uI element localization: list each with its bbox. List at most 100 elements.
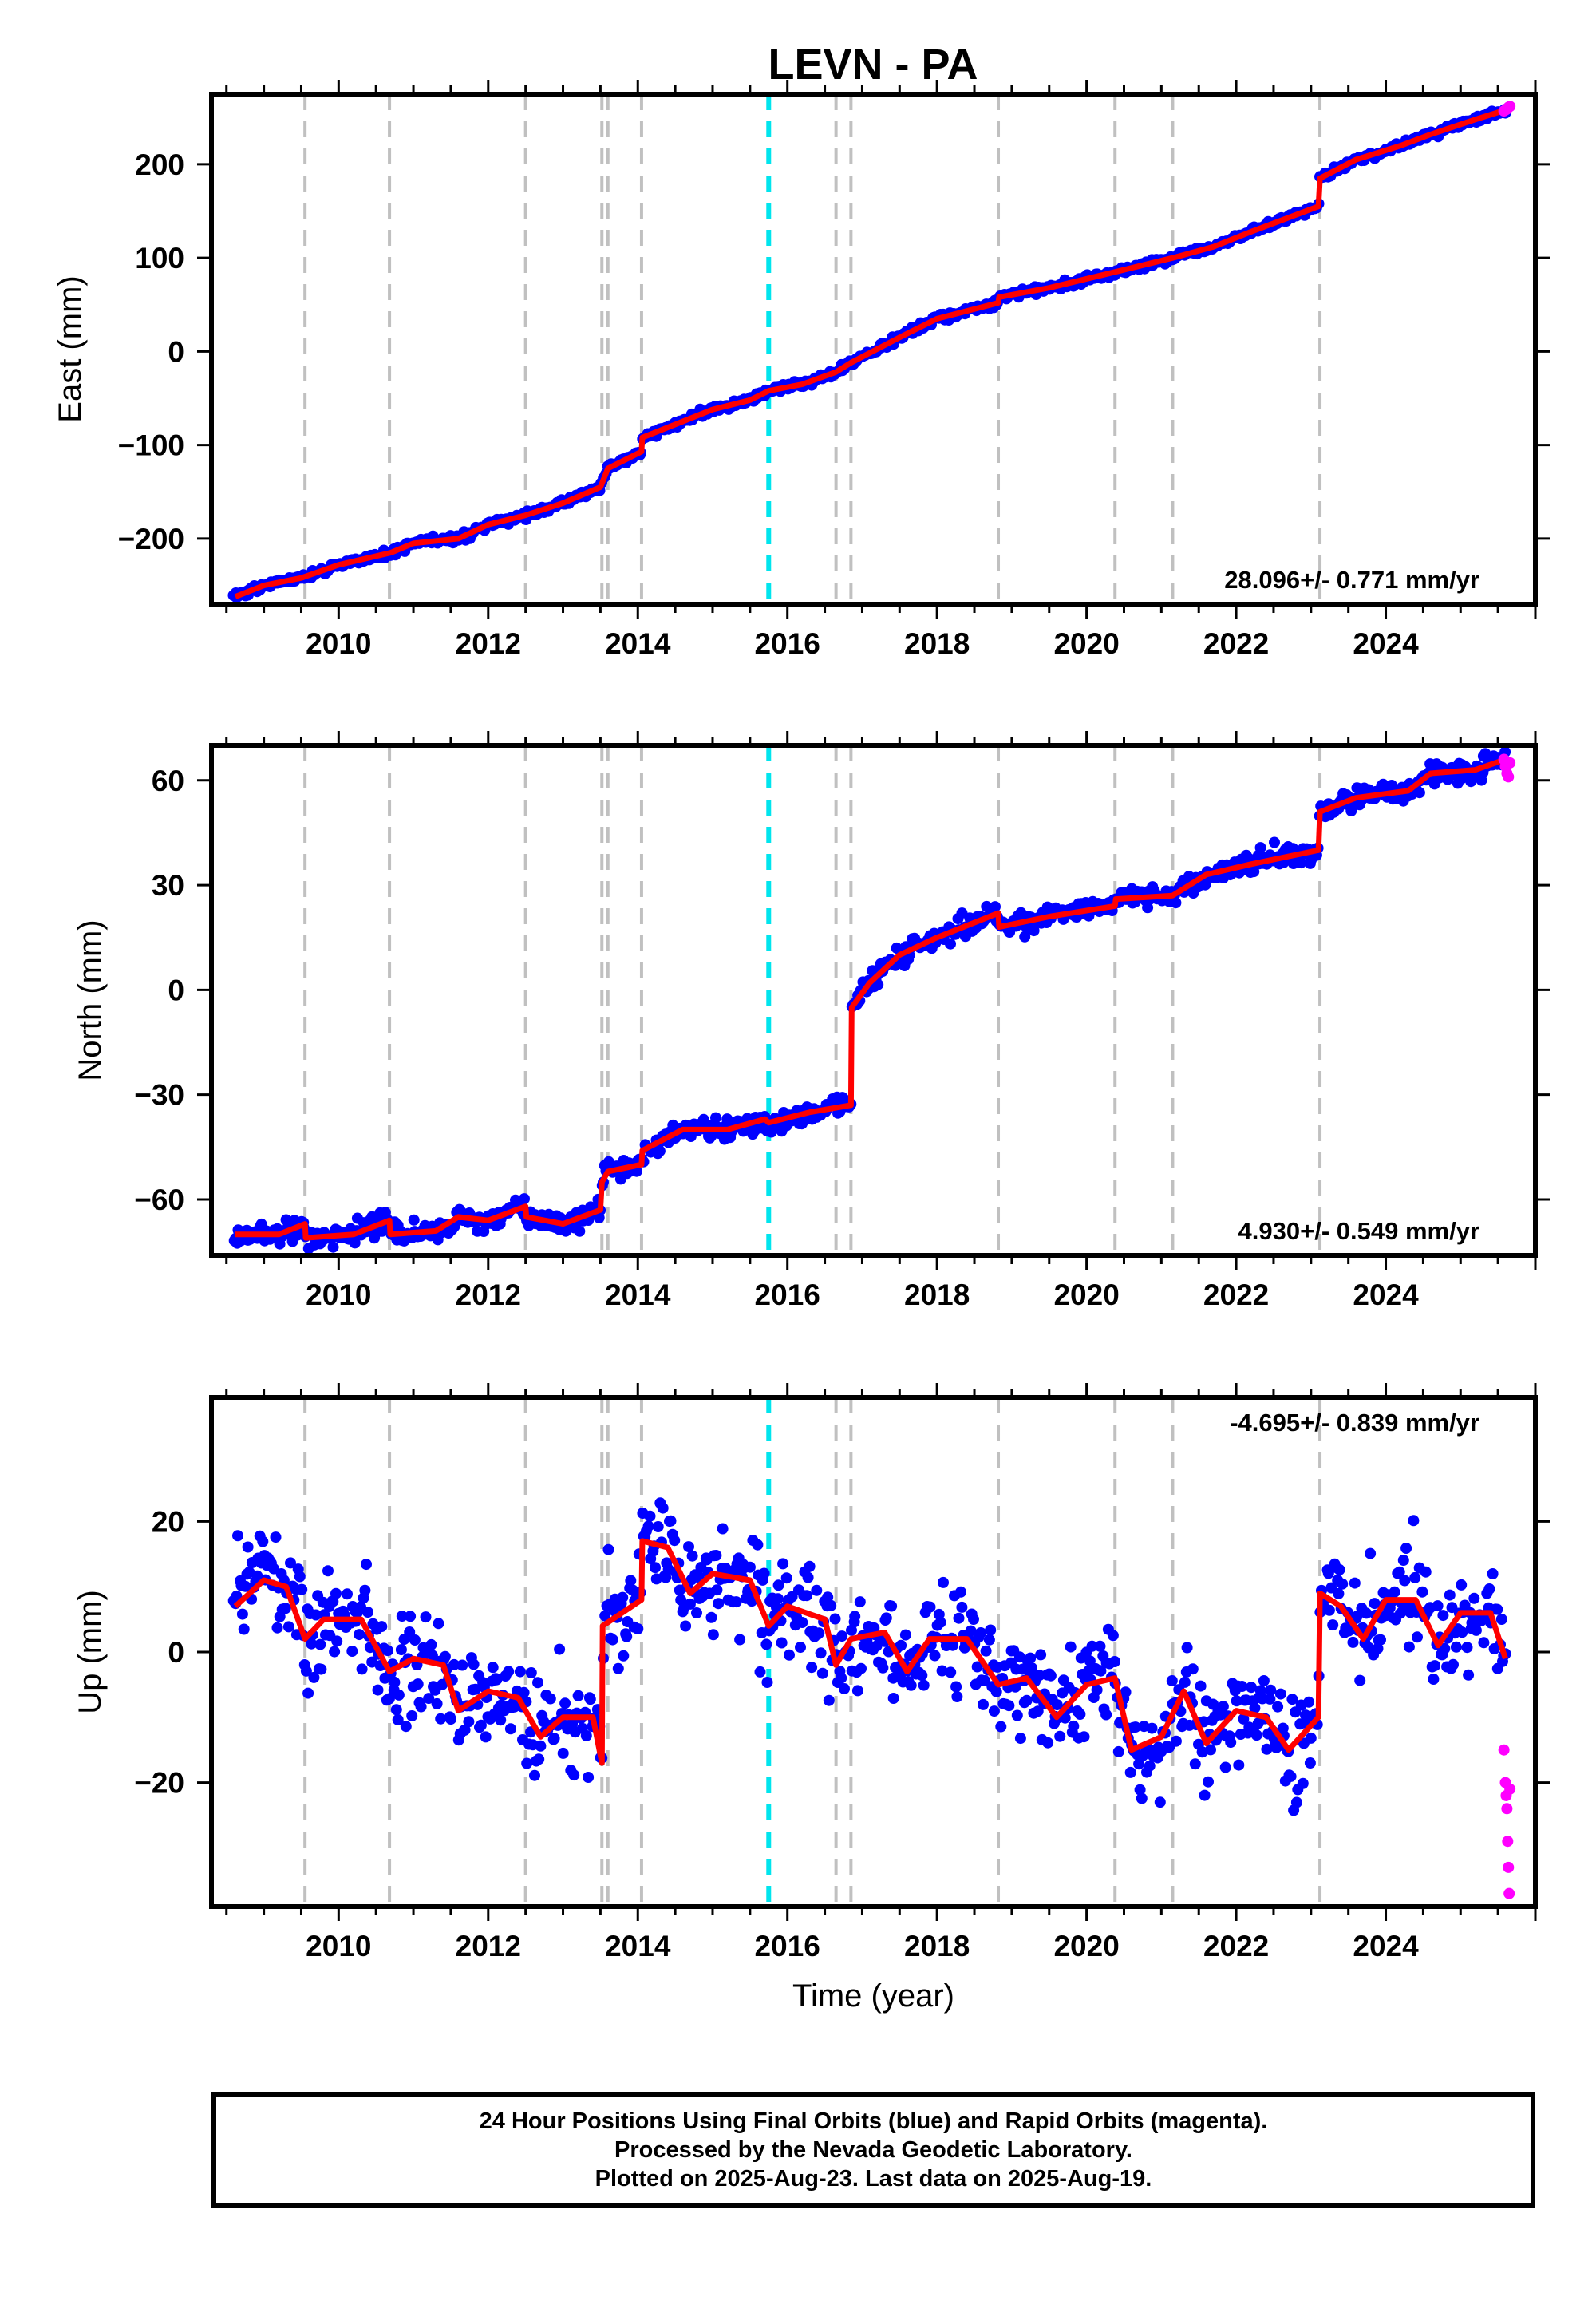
rapid-orbit-point (1503, 1861, 1515, 1873)
x-tick-label: 2018 (904, 627, 970, 660)
final-orbit-point (825, 1599, 837, 1611)
final-orbit-point (559, 1697, 571, 1709)
final-orbit-point (822, 1591, 834, 1603)
final-orbit-point (934, 1616, 946, 1628)
y-tick-label: 0 (168, 335, 184, 368)
final-orbit-point (1238, 1713, 1250, 1725)
final-orbit-point (1327, 1619, 1339, 1631)
rapid-orbit-point (1504, 101, 1516, 113)
final-orbit-point (1369, 1598, 1381, 1610)
final-orbit-point (951, 1691, 963, 1702)
final-orbit-point (349, 1237, 361, 1249)
final-orbit-point (1397, 1555, 1409, 1566)
final-orbit-point (554, 1643, 566, 1655)
y-tick-label: −200 (118, 523, 184, 555)
east-panel: 2010 2012 2014 2016 2018 2020 2022 2024 −200 −100… (53, 80, 1550, 660)
x-axis-label: Time (year) (792, 1978, 954, 2014)
final-orbit-point (760, 1638, 772, 1650)
final-orbit-point (1120, 1686, 1132, 1698)
final-orbit-point (1189, 1758, 1201, 1770)
final-orbit-point (1086, 1640, 1098, 1652)
final-orbit-point (342, 1588, 353, 1600)
final-orbit-point (1021, 1694, 1033, 1706)
final-orbit-point (1432, 1600, 1444, 1612)
y-axis-label: North (mm) (73, 919, 108, 1081)
final-orbit-point (503, 1666, 515, 1678)
final-orbit-point (330, 1587, 342, 1599)
final-orbit-point (1468, 1592, 1480, 1604)
final-orbit-point (968, 1614, 979, 1625)
final-orbit-point (382, 1645, 393, 1657)
final-orbit-point (771, 1602, 782, 1614)
final-orbit-point (811, 1584, 823, 1596)
final-orbit-point (953, 1612, 965, 1624)
final-orbit-point (1205, 1744, 1216, 1756)
final-orbit-point (985, 1624, 997, 1636)
final-orbit-point (279, 1603, 291, 1614)
final-orbit-point (487, 1662, 499, 1674)
final-orbit-point (1375, 1634, 1386, 1646)
x-tick-label: 2022 (1203, 1930, 1269, 1962)
final-orbit-point (285, 1557, 296, 1569)
final-orbit-point (684, 1598, 696, 1610)
rapid-orbit-point (1503, 771, 1515, 783)
final-orbit-point (683, 1541, 694, 1553)
final-orbit-point (1413, 787, 1425, 799)
x-tick-label: 2010 (306, 1930, 371, 1962)
final-orbit-point (310, 1609, 322, 1621)
y-axis-label: Up (mm) (73, 1590, 108, 1714)
x-tick-label: 2018 (904, 1930, 970, 1962)
final-orbit-point (1166, 1675, 1178, 1686)
final-orbit-point (1478, 1637, 1490, 1649)
final-orbit-point (730, 1596, 742, 1608)
final-orbit-point (650, 1562, 661, 1574)
final-orbit-point (1483, 1583, 1495, 1595)
final-orbit-point (1286, 1694, 1298, 1705)
final-orbit-point (717, 1523, 729, 1535)
north-panel: 2010 2012 2014 2016 2018 2020 2022 2024 −60 −30 0 3… (73, 731, 1550, 1311)
final-orbit-point (978, 1698, 989, 1710)
final-orbit-point (839, 1683, 850, 1694)
final-orbit-point (456, 1659, 468, 1671)
final-orbit-point (412, 1678, 424, 1690)
rapid-orbit-point (1501, 1803, 1513, 1815)
final-orbit-point (1461, 1642, 1473, 1654)
final-orbit-point (1377, 778, 1389, 790)
final-orbit-point (392, 1713, 404, 1725)
final-orbit-point (1045, 1670, 1057, 1682)
final-orbit-point (877, 1662, 889, 1674)
final-orbit-point (1448, 1658, 1459, 1670)
final-orbit-point (574, 1225, 586, 1237)
final-orbit-point (1258, 1675, 1270, 1686)
final-orbit-point (327, 1241, 339, 1253)
final-orbit-point (1078, 1731, 1090, 1743)
final-orbit-point (836, 1672, 847, 1684)
final-orbit-point (880, 1612, 892, 1624)
final-orbit-point (711, 1584, 723, 1596)
final-orbit-point (1025, 1652, 1037, 1664)
final-orbit-point (654, 1145, 666, 1157)
final-orbit-point (1333, 1587, 1345, 1599)
final-orbit-point (435, 1713, 447, 1725)
final-orbit-point (1084, 1655, 1096, 1667)
final-orbit-point (409, 1634, 421, 1646)
final-orbit-point (734, 1634, 746, 1646)
final-orbit-point (804, 1560, 816, 1572)
final-orbit-point (975, 1627, 987, 1638)
final-orbit-point (1003, 1700, 1015, 1712)
final-orbit-point (572, 1690, 584, 1701)
y-tick-label: 100 (135, 242, 184, 275)
footer-line-1: 24 Hour Positions Using Final Orbits (bl… (479, 2109, 1268, 2134)
final-orbit-point (772, 1593, 784, 1605)
final-orbit-point (829, 1613, 841, 1625)
final-orbit-point (691, 1607, 702, 1618)
final-orbit-point (872, 978, 884, 990)
final-orbit-point (945, 938, 956, 950)
final-orbit-point (980, 1645, 992, 1657)
final-orbit-point (529, 1769, 540, 1781)
final-orbit-point (396, 1611, 408, 1622)
final-orbit-point (404, 1626, 416, 1638)
final-orbit-point (469, 1683, 481, 1695)
final-orbit-point (1429, 1660, 1441, 1672)
